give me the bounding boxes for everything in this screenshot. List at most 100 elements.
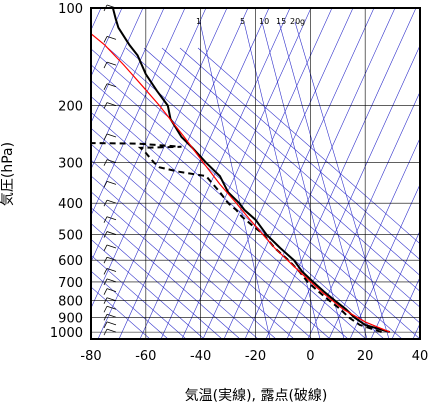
wind-barb xyxy=(106,36,117,40)
wind-barb xyxy=(106,297,117,302)
mixing-ratio-line xyxy=(243,21,321,339)
isotherm-line xyxy=(307,91,420,339)
adiabat-line xyxy=(91,96,367,339)
x-tick-label: -20 xyxy=(245,349,266,364)
adiabat-line xyxy=(91,159,295,339)
wind-barb xyxy=(106,305,117,310)
y-tick-label: 100 xyxy=(58,2,83,17)
wind-barb xyxy=(106,231,117,235)
mixing-ratio-label: 20 xyxy=(290,17,300,26)
wind-barb xyxy=(103,257,108,264)
y-tick-label: 900 xyxy=(58,311,83,326)
plot-frame xyxy=(90,7,421,340)
wind-barb xyxy=(103,199,108,207)
wind-barb xyxy=(106,102,117,106)
adiabat-line xyxy=(91,238,205,339)
isotherm-line xyxy=(160,8,312,339)
x-tick-label: -60 xyxy=(135,349,156,364)
series-layer xyxy=(91,8,391,334)
isotherm-line xyxy=(412,322,420,339)
mixing-ratio-label: 1 xyxy=(196,17,201,26)
adiabat-line xyxy=(91,175,277,339)
isotherm-line xyxy=(91,8,186,217)
mixing-ratio-line xyxy=(294,21,390,339)
wind-barb xyxy=(106,268,117,272)
y-tick-label: 700 xyxy=(58,276,83,291)
wind-barb xyxy=(106,256,117,261)
adiabat-line xyxy=(91,207,241,339)
wind-barb xyxy=(106,199,117,204)
adiabat-line xyxy=(161,47,420,276)
x-tick-label: 0 xyxy=(306,349,314,364)
wind-barb xyxy=(106,288,117,293)
dewpoint-line xyxy=(91,142,382,334)
wind-barb xyxy=(106,313,117,318)
isotherm-line xyxy=(286,44,420,339)
isotherm-line xyxy=(91,8,207,263)
adiabat-line xyxy=(91,80,385,339)
wind-barb xyxy=(106,321,117,326)
adiabat-line xyxy=(197,47,420,245)
adiabat-line xyxy=(125,47,420,308)
adiabat-line xyxy=(91,48,420,339)
mixing-ratio-label: g xyxy=(300,17,305,26)
x-axis-ticks: -80 -60 -40 -20 0 20 40 xyxy=(80,349,428,364)
adiabat-line xyxy=(91,286,151,339)
y-tick-label: 400 xyxy=(58,197,83,212)
y-tick-label: 500 xyxy=(58,229,83,244)
y-tick-label: 600 xyxy=(58,254,83,269)
isotherm-line xyxy=(265,8,417,339)
wind-barb xyxy=(103,288,108,295)
wind-barb xyxy=(103,36,108,43)
temperature-line xyxy=(111,8,391,334)
adiabat-line xyxy=(91,254,187,339)
isotherm-line xyxy=(244,8,396,339)
wind-barb xyxy=(106,83,117,88)
wind-barb xyxy=(103,61,108,69)
grid xyxy=(90,7,421,339)
adiabat-line xyxy=(91,143,313,339)
adiabat-line xyxy=(91,127,331,339)
mixing-ratio-label: 10 xyxy=(259,17,269,26)
x-tick-label: -40 xyxy=(190,349,211,364)
isotherm-line xyxy=(91,8,228,309)
isotherm-line xyxy=(202,8,354,339)
y-tick-label: 200 xyxy=(58,100,83,115)
mixing-ratio-labels: 1 5 10 15 20 g xyxy=(196,17,305,26)
y-tick-label: 300 xyxy=(58,157,83,172)
adiabat-line xyxy=(91,191,259,339)
wind-barb xyxy=(106,278,117,283)
wind-barb xyxy=(103,268,108,275)
isotherm-line xyxy=(91,8,165,170)
wind-barb xyxy=(106,180,117,185)
wind-barb xyxy=(106,159,117,164)
adiabat-line xyxy=(91,111,349,339)
y-axis-title: 気圧(hPa) xyxy=(0,142,16,206)
y-tick-label: 800 xyxy=(58,295,83,310)
wind-barb xyxy=(103,102,108,109)
isotherm-line xyxy=(139,8,291,339)
adiabat-line xyxy=(179,47,420,261)
wind-barb xyxy=(103,306,108,313)
wind-barb xyxy=(103,297,108,304)
wind-barb xyxy=(106,216,117,221)
isotherm-line xyxy=(91,8,144,124)
wind-barb xyxy=(103,244,108,252)
wind-barb xyxy=(103,83,108,90)
adiabat-line xyxy=(107,47,420,324)
wind-barb xyxy=(103,216,108,223)
adiabat-line xyxy=(91,64,403,339)
parcel-line xyxy=(91,33,391,333)
isotherm-line xyxy=(370,230,420,339)
mixing-ratio-label: 15 xyxy=(276,17,286,26)
isotherm-line xyxy=(91,8,123,78)
wind-barb xyxy=(103,321,108,329)
y-tick-label: 1000 xyxy=(50,326,83,341)
isotherm-line xyxy=(391,276,420,339)
wind-barb xyxy=(103,314,108,321)
adiabat-line xyxy=(143,47,420,292)
wind-barb xyxy=(103,328,108,336)
